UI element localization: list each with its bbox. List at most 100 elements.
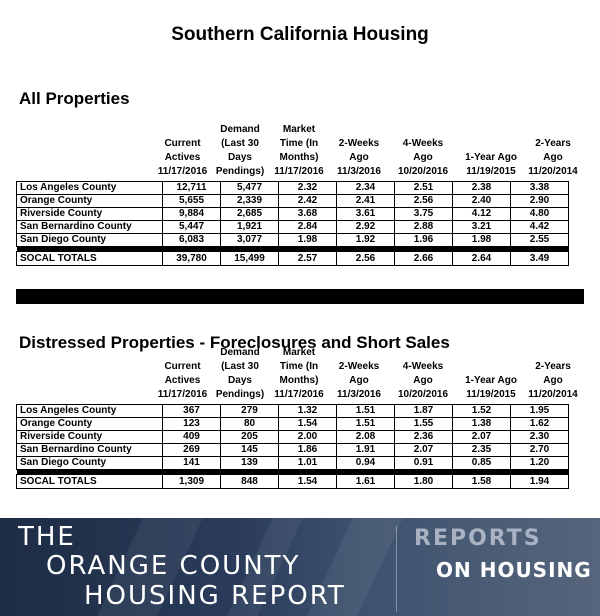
table-cell: 2.90 [510,194,569,208]
table-cell: 1,921 [220,220,279,234]
table-cell: 4.42 [510,220,569,234]
totals-cell: 848 [220,474,279,489]
totals-cell: 1,309 [162,474,221,489]
table-cell: 2.40 [452,194,511,208]
table-cell: 1.20 [510,456,569,470]
table-row: Los Angeles County 12,711 5,477 2.32 2.34 2.5… [16,181,569,195]
row-label: Orange County [16,417,163,431]
totals-cell: 1.61 [336,474,395,489]
table-cell: 1.98 [278,233,337,247]
table-cell: 0.94 [336,456,395,470]
table-cell: 141 [162,456,221,470]
banner-line-orange-county: ORANGE COUNTY [46,551,301,581]
banner-right-on-housing: ON HOUSING [436,558,592,582]
report-banner: THE ORANGE COUNTY HOUSING REPORT REPORTS… [0,518,600,616]
table-row: San Bernardino County 5,447 1,921 2.84 2.92 2… [16,220,569,234]
banner-right-reports: REPORTS [414,526,542,551]
table-row: Riverside County 9,884 2,685 3.68 3.61 3.75 4.… [16,207,569,221]
column-header: 4-Weeks Ago 10/20/2016 [397,138,449,177]
table-cell: 4.12 [452,207,511,221]
row-label: Los Angeles County [16,404,163,418]
banner-line-the: THE [18,522,76,552]
table-cell: 5,447 [162,220,221,234]
table-cell: 1.86 [278,443,337,457]
table-cell: 0.91 [394,456,453,470]
table-cell: 2.42 [278,194,337,208]
table-cell: 3.38 [510,181,569,195]
row-label: Orange County [16,194,163,208]
table-cell: 123 [162,417,221,431]
table-cell: 269 [162,443,221,457]
table-distressed-properties: Los Angeles County 367 279 1.32 1.51 1.87 1.52… [16,404,569,489]
table-cell: 1.55 [394,417,453,431]
row-label: Los Angeles County [16,181,163,195]
table-row: San Bernardino County 269 145 1.86 1.91 2.07 2… [16,443,569,457]
table-cell: 3,077 [220,233,279,247]
table-cell: 1.51 [336,417,395,431]
totals-cell: 2.56 [336,251,395,266]
table-cell: 2.84 [278,220,337,234]
table-cell: 2.07 [394,443,453,457]
table-cell: 12,711 [162,181,221,195]
table-cell: 2.88 [394,220,453,234]
table-row: Orange County 123 80 1.54 1.51 1.55 1.38 1.62 [16,417,569,431]
row-label: San Bernardino County [16,443,163,457]
table-cell: 1.38 [452,417,511,431]
column-header: 1-Year Ago 11/19/2015 [465,152,517,177]
totals-label: SOCAL TOTALS [16,474,163,489]
column-header: Demand (Last 30 Days Pendings) [215,124,265,177]
table-cell: 1.52 [452,404,511,418]
column-header: Demand (Last 30 Days Pendings) [215,347,265,400]
table-all-properties: Los Angeles County 12,711 5,477 2.32 2.34 2.5… [16,181,569,266]
table-cell: 367 [162,404,221,418]
table-cell: 2.35 [452,443,511,457]
table-cell: 1.62 [510,417,569,431]
totals-cell: 15,499 [220,251,279,266]
table-cell: 1.32 [278,404,337,418]
table-cell: 2.34 [336,181,395,195]
section-divider-bar [16,289,584,304]
section-title-distressed-properties: Distressed Properties - Foreclosures and… [19,333,450,352]
column-header: Market Time (In Months) 11/17/2016 [274,124,324,177]
table-row: Orange County 5,655 2,339 2.42 2.41 2.56 2.40 2… [16,194,569,208]
totals-row: SOCAL TOTALS 1,309 848 1.54 1.61 1.80 1.58 1.94 [16,474,569,489]
table-cell: 1.54 [278,417,337,431]
table-cell: 145 [220,443,279,457]
table-cell: 2,339 [220,194,279,208]
table-cell: 5,477 [220,181,279,195]
table-cell: 0.85 [452,456,511,470]
table-cell: 2.32 [278,181,337,195]
table-cell: 3.21 [452,220,511,234]
table-cell: 1.51 [336,404,395,418]
table-cell: 2.36 [394,430,453,444]
table-cell: 409 [162,430,221,444]
totals-cell: 2.64 [452,251,511,266]
column-header: 2-Years Ago 11/20/2014 [528,361,578,400]
table-row: Los Angeles County 367 279 1.32 1.51 1.87 1.52… [16,404,569,418]
table-cell: 1.87 [394,404,453,418]
table-cell: 9,884 [162,207,221,221]
table-row: Riverside County 409 205 2.00 2.08 2.36 2.07 2.… [16,430,569,444]
table-cell: 139 [220,456,279,470]
totals-label: SOCAL TOTALS [16,251,163,266]
table-cell: 2.51 [394,181,453,195]
table-cell: 1.98 [452,233,511,247]
row-label: Riverside County [16,207,163,221]
table-cell: 2.41 [336,194,395,208]
table-cell: 3.68 [278,207,337,221]
column-header: 2-Years Ago 11/20/2014 [528,138,578,177]
column-header: 1-Year Ago 11/19/2015 [465,375,517,400]
table-cell: 2.30 [510,430,569,444]
column-header: 4-Weeks Ago 10/20/2016 [397,361,449,400]
column-header: Current Actives 11/17/2016 [157,361,208,400]
table-cell: 2,685 [220,207,279,221]
table-cell: 4.80 [510,207,569,221]
table-cell: 6,083 [162,233,221,247]
totals-cell: 1.94 [510,474,569,489]
table-cell: 1.96 [394,233,453,247]
column-header: 2-Weeks Ago 11/3/2016 [337,361,381,400]
totals-row: SOCAL TOTALS 39,780 15,499 2.57 2.56 2.66 2.64… [16,251,569,266]
table-cell: 2.56 [394,194,453,208]
page-title: Southern California Housing [171,24,429,45]
column-header: Current Actives 11/17/2016 [157,138,208,177]
